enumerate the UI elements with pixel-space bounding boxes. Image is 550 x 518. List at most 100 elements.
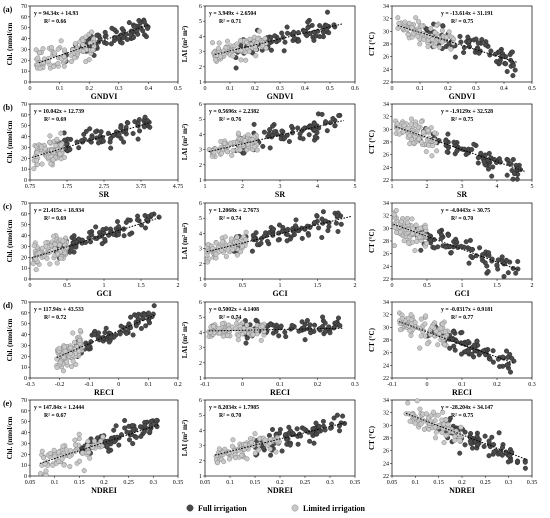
series-limited bbox=[391, 207, 430, 253]
data-point bbox=[294, 426, 300, 432]
data-point bbox=[125, 324, 131, 330]
data-point bbox=[136, 117, 142, 123]
x-tick-label: 2 bbox=[354, 283, 357, 289]
data-point bbox=[72, 41, 78, 47]
data-point bbox=[413, 15, 419, 21]
data-point bbox=[58, 255, 64, 261]
data-point bbox=[445, 232, 451, 238]
data-point bbox=[39, 161, 45, 167]
panels-group: 0 0.1 0.2 0.3 0.4 0.5010203040506070GNDVIChl.… bbox=[6, 4, 537, 495]
y-tick-label: 6 bbox=[199, 4, 202, 10]
x-tick-label: 0.5 bbox=[63, 283, 71, 289]
y-tick-label: 22 bbox=[383, 474, 389, 480]
data-point bbox=[316, 225, 322, 231]
y-tick-label: 5 bbox=[199, 117, 202, 123]
data-point bbox=[435, 412, 441, 418]
data-point bbox=[486, 166, 492, 172]
data-point bbox=[35, 55, 41, 61]
data-point bbox=[279, 228, 285, 234]
data-point bbox=[270, 123, 276, 129]
x-axis-label: RECI bbox=[270, 388, 290, 397]
data-point bbox=[393, 207, 399, 213]
y-tick-label: 2 bbox=[199, 65, 202, 71]
data-point bbox=[260, 143, 266, 149]
y-tick-label: 5 bbox=[199, 19, 202, 25]
x-tick-label: 0.2 bbox=[314, 382, 322, 388]
y-tick-label: 30 bbox=[383, 423, 389, 429]
plot-frame bbox=[204, 5, 356, 83]
x-axis-label: SR bbox=[275, 190, 285, 199]
y-tick-label: 3 bbox=[199, 50, 202, 56]
data-point bbox=[55, 60, 61, 66]
data-point bbox=[134, 217, 140, 223]
data-point bbox=[428, 26, 434, 32]
data-point bbox=[142, 114, 148, 120]
y-tick-label: 50 bbox=[21, 322, 27, 328]
series-limited bbox=[204, 229, 249, 265]
y-tick-label: 24 bbox=[383, 264, 389, 270]
data-point bbox=[267, 322, 273, 328]
data-point bbox=[210, 245, 216, 251]
data-point bbox=[423, 313, 429, 319]
data-point bbox=[330, 115, 336, 121]
data-point bbox=[437, 44, 443, 50]
r2-label: R² = 0.67 bbox=[44, 413, 66, 419]
data-point bbox=[224, 149, 230, 155]
x-tick-label: 1 bbox=[103, 283, 106, 289]
x-tick-label: 0.5 bbox=[239, 283, 247, 289]
data-point bbox=[434, 148, 440, 154]
data-point bbox=[439, 417, 445, 423]
data-point bbox=[422, 321, 428, 327]
data-point bbox=[257, 436, 263, 442]
data-point bbox=[486, 250, 492, 256]
data-point bbox=[51, 447, 57, 453]
data-point bbox=[332, 123, 338, 129]
y-axis-label: LAI (m² m²) bbox=[181, 419, 189, 456]
data-point bbox=[471, 141, 477, 147]
data-point bbox=[100, 226, 106, 232]
data-point bbox=[60, 443, 66, 449]
data-point bbox=[61, 63, 67, 69]
data-point bbox=[53, 143, 59, 149]
equation-label: y = -28.204x + 34.147 bbox=[441, 405, 493, 411]
data-point bbox=[229, 443, 235, 449]
data-point bbox=[490, 348, 496, 354]
data-point bbox=[306, 132, 312, 138]
y-tick-label: 22 bbox=[383, 376, 389, 382]
y-tick-label: 70 bbox=[21, 4, 27, 10]
data-point bbox=[434, 23, 440, 29]
data-point bbox=[459, 329, 465, 335]
data-point bbox=[469, 351, 475, 357]
y-tick-label: 40 bbox=[21, 135, 27, 141]
y-tick-label: 40 bbox=[21, 37, 27, 43]
data-point bbox=[71, 249, 77, 255]
data-point bbox=[228, 236, 234, 242]
equation-label: y = -4.0443x + 30.75 bbox=[441, 208, 490, 214]
data-point bbox=[307, 322, 313, 328]
y-tick-label: 22 bbox=[383, 80, 389, 86]
x-tick-label: 0 bbox=[204, 86, 207, 92]
data-point bbox=[235, 337, 241, 343]
data-point bbox=[298, 433, 304, 439]
data-point bbox=[67, 453, 73, 459]
data-point bbox=[30, 261, 36, 267]
x-tick-label: 0.1 bbox=[416, 86, 424, 92]
y-tick-label: 34 bbox=[383, 398, 389, 404]
data-point bbox=[76, 436, 82, 442]
data-point bbox=[87, 126, 93, 132]
data-point bbox=[269, 39, 275, 45]
series-full bbox=[414, 224, 521, 280]
y-tick-label: 1 bbox=[199, 474, 202, 480]
data-point bbox=[465, 339, 471, 345]
data-point bbox=[282, 135, 288, 141]
y-tick-label: 10 bbox=[21, 365, 27, 371]
data-point bbox=[475, 40, 481, 46]
data-point bbox=[431, 44, 437, 50]
data-point bbox=[244, 322, 250, 328]
data-point bbox=[481, 444, 487, 450]
data-point bbox=[418, 119, 424, 125]
y-tick-label: 50 bbox=[21, 223, 27, 229]
panel-0-0: 0 0.1 0.2 0.3 0.4 0.5 0 10 20 30 40 50 60 70 GNDVI Chl.… bbox=[6, 4, 182, 101]
data-point bbox=[51, 233, 57, 239]
data-point bbox=[513, 270, 519, 276]
